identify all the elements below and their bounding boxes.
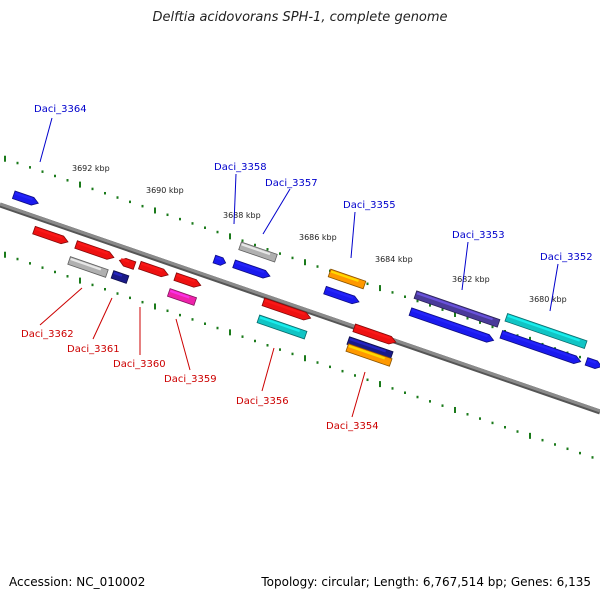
accession-text: Accession: NC_010002 — [9, 575, 146, 589]
gene-label-above: Daci_3353 — [452, 230, 505, 241]
gene-arrow — [173, 272, 202, 288]
gene-arrow-daci-3364 — [11, 190, 39, 206]
scale-tick-label: 3690 kbp — [146, 186, 184, 195]
leader-line — [233, 173, 237, 225]
leader-line — [92, 297, 113, 340]
scale-tick-row-upper — [4, 155, 594, 363]
gene-arrow-daci-3361 — [110, 270, 130, 284]
gene-label-above: Daci_3352 — [540, 252, 593, 263]
gene-arrow-daci-3355 — [327, 268, 367, 290]
gene-label-below: Daci_3356 — [236, 396, 289, 407]
gene-arrow-daci-3352 — [504, 313, 588, 349]
gene-arrow — [499, 330, 582, 364]
gene-arrow — [261, 297, 312, 321]
gene-arrow-daci-3359 — [166, 288, 198, 306]
leader-line — [39, 287, 83, 326]
gene-label-below: Daci_3359 — [164, 374, 217, 385]
scale-tick-label: 3686 kbp — [299, 233, 337, 242]
gene-arrow — [345, 343, 393, 367]
gene-label-above: Daci_3364 — [34, 104, 87, 115]
leader-line — [549, 263, 559, 312]
gene-arrow — [584, 357, 600, 369]
gene-arrow-daci-3358 — [238, 241, 278, 263]
scale-tick-label: 3692 kbp — [72, 164, 110, 173]
leader-line — [461, 241, 469, 291]
gene-arrow-daci-3356 — [256, 314, 308, 340]
gene-label-below: Daci_3360 — [113, 359, 166, 370]
scale-tick-label: 3680 kbp — [529, 295, 567, 304]
gene-label-below: Daci_3361 — [67, 344, 120, 355]
scale-tick-row-lower — [4, 251, 594, 459]
scale-tick-label: 3688 kbp — [223, 211, 261, 220]
gene-label-above: Daci_3355 — [343, 200, 396, 211]
gene-arrow — [32, 225, 69, 245]
leader-line — [261, 347, 275, 392]
gene-arrow — [212, 254, 227, 266]
gene-arrow — [352, 323, 397, 345]
gene-arrow — [138, 260, 169, 278]
gene-arrow — [408, 307, 495, 343]
gene-arrow — [323, 285, 360, 305]
gene-arrow-daci-3362 — [67, 256, 109, 278]
leader-line — [175, 318, 191, 371]
gene-arrow — [74, 240, 115, 260]
gene-arrow-daci-3353 — [413, 290, 501, 328]
leader-line — [39, 117, 53, 163]
leader-line — [262, 188, 291, 235]
chromosome-backbone — [0, 202, 600, 415]
page-title: Delftia acidovorans SPH-1, complete geno… — [152, 10, 448, 25]
scale-tick-label: 3684 kbp — [375, 255, 413, 264]
gene-label-above: Daci_3358 — [214, 162, 267, 173]
gene-label-below: Daci_3354 — [326, 421, 379, 432]
gene-label-below: Daci_3362 — [21, 329, 74, 340]
leader-line — [351, 371, 366, 418]
gene-label-above: Daci_3357 — [265, 178, 318, 189]
leader-line — [350, 211, 356, 259]
gene-arrow — [118, 257, 137, 270]
genome-summary-text: Topology: circular; Length: 6,767,514 bp… — [261, 575, 591, 589]
scale-tick-label: 3682 kbp — [452, 275, 490, 284]
gene-arrow-daci-3357 — [232, 259, 271, 279]
